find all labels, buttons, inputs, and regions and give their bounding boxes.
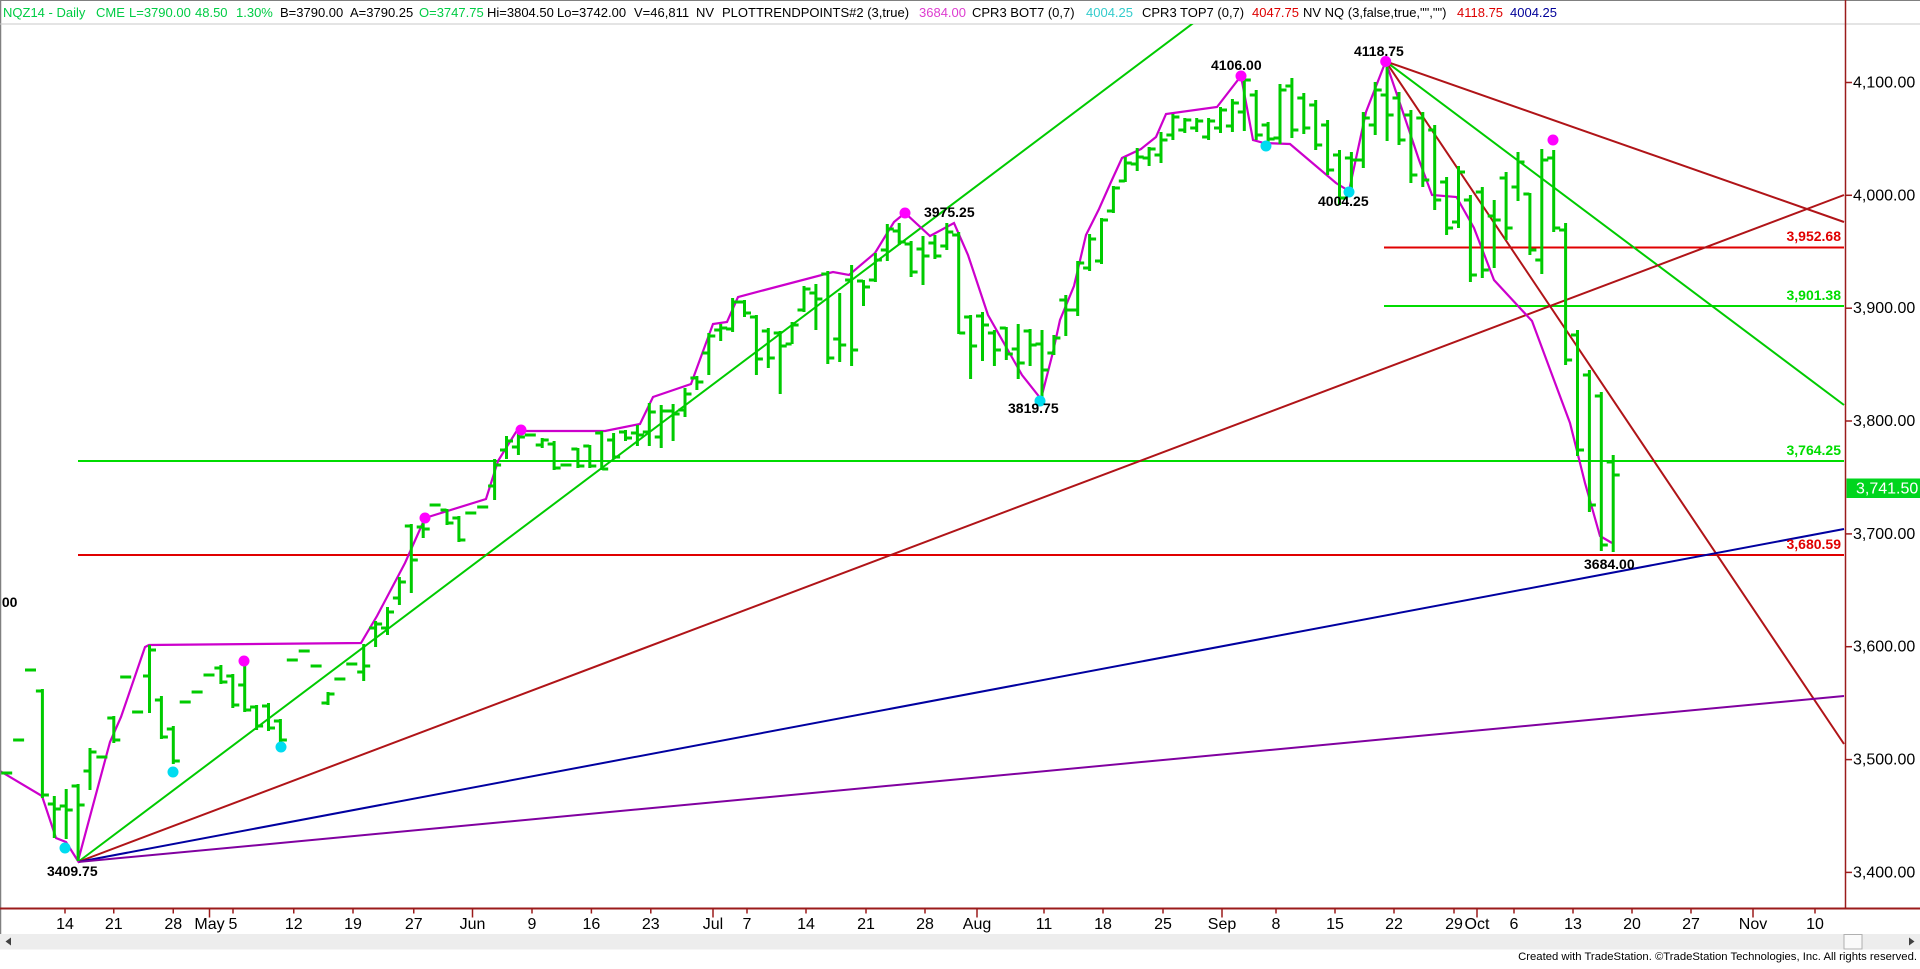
svg-text:May: May bbox=[194, 916, 224, 933]
svg-text:18: 18 bbox=[1094, 916, 1112, 933]
svg-text:Nov: Nov bbox=[1739, 916, 1767, 933]
svg-text:27: 27 bbox=[405, 916, 423, 933]
svg-text:13: 13 bbox=[1564, 916, 1582, 933]
svg-text:28: 28 bbox=[164, 916, 182, 933]
svg-text:21: 21 bbox=[857, 916, 875, 933]
svg-text:23: 23 bbox=[642, 916, 660, 933]
svg-text:14: 14 bbox=[56, 916, 74, 933]
svg-text:22: 22 bbox=[1385, 916, 1403, 933]
svg-text:3,764.25: 3,764.25 bbox=[1787, 442, 1842, 458]
svg-text:25: 25 bbox=[1154, 916, 1172, 933]
svg-text:4,100.00: 4,100.00 bbox=[1853, 75, 1915, 92]
svg-text:Jul: Jul bbox=[703, 916, 723, 933]
svg-text:11: 11 bbox=[1036, 916, 1053, 933]
svg-text:3,680.59: 3,680.59 bbox=[1787, 536, 1842, 552]
svg-text:15: 15 bbox=[1326, 916, 1344, 933]
svg-text:Jun: Jun bbox=[460, 916, 486, 933]
svg-text:5: 5 bbox=[229, 916, 238, 933]
svg-text:3,800.00: 3,800.00 bbox=[1853, 413, 1915, 430]
svg-text:4118.75: 4118.75 bbox=[1354, 43, 1404, 59]
svg-text:16: 16 bbox=[583, 916, 601, 933]
svg-text:3,500.00: 3,500.00 bbox=[1853, 752, 1915, 769]
svg-text:6: 6 bbox=[1510, 916, 1519, 933]
svg-text:29: 29 bbox=[1445, 916, 1463, 933]
svg-text:10: 10 bbox=[1806, 916, 1824, 933]
svg-text:3,600.00: 3,600.00 bbox=[1853, 639, 1915, 656]
svg-text:9: 9 bbox=[528, 916, 537, 933]
svg-text:7: 7 bbox=[743, 916, 752, 933]
svg-text:Created with TradeStation. ©Tr: Created with TradeStation. ©TradeStation… bbox=[1518, 951, 1917, 963]
svg-text:.00: .00 bbox=[0, 594, 18, 610]
svg-text:3,700.00: 3,700.00 bbox=[1853, 526, 1915, 543]
svg-text:28: 28 bbox=[916, 916, 934, 933]
svg-text:3,952.68: 3,952.68 bbox=[1787, 228, 1842, 244]
svg-text:27: 27 bbox=[1682, 916, 1700, 933]
svg-text:3819.75: 3819.75 bbox=[1008, 400, 1059, 416]
svg-text:Aug: Aug bbox=[963, 916, 991, 933]
svg-text:3684.00: 3684.00 bbox=[1584, 556, 1635, 572]
svg-text:20: 20 bbox=[1623, 916, 1641, 933]
svg-text:21: 21 bbox=[105, 916, 123, 933]
svg-text:3,900.00: 3,900.00 bbox=[1853, 300, 1915, 317]
svg-text:4106.00: 4106.00 bbox=[1211, 57, 1262, 73]
svg-text:14: 14 bbox=[797, 916, 815, 933]
svg-text:19: 19 bbox=[344, 916, 362, 933]
svg-text:3,901.38: 3,901.38 bbox=[1787, 287, 1842, 303]
svg-text:3,400.00: 3,400.00 bbox=[1853, 864, 1915, 881]
svg-text:3975.25: 3975.25 bbox=[924, 204, 975, 220]
svg-text:8: 8 bbox=[1272, 916, 1281, 933]
svg-text:Oct: Oct bbox=[1465, 916, 1490, 933]
svg-text:3409.75: 3409.75 bbox=[47, 863, 98, 879]
svg-text:3,741.50: 3,741.50 bbox=[1856, 481, 1918, 498]
svg-text:4004.25: 4004.25 bbox=[1318, 193, 1369, 209]
svg-text:12: 12 bbox=[285, 916, 303, 933]
svg-text:4,000.00: 4,000.00 bbox=[1853, 187, 1915, 204]
svg-text:Sep: Sep bbox=[1208, 916, 1237, 933]
